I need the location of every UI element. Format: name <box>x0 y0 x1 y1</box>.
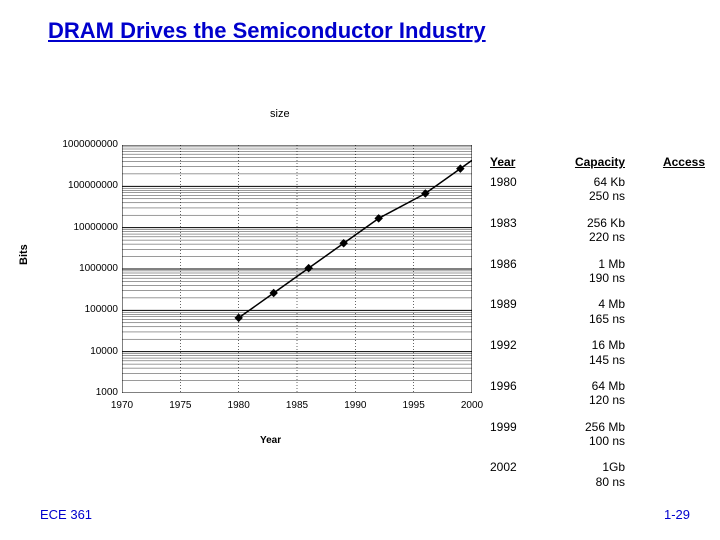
x-tick-label: 1995 <box>399 400 429 411</box>
x-tick-label: 1980 <box>224 400 254 411</box>
cell-capacity: 1Gb80 ns <box>545 460 625 489</box>
table-row: 198064 Kb250 ns <box>490 175 705 204</box>
y-tick-label: 100000 <box>38 304 118 315</box>
cell-access <box>625 460 705 489</box>
x-tick-label: 1970 <box>107 400 137 411</box>
cell-capacity: 64 Mb120 ns <box>545 379 625 408</box>
cell-capacity: 16 Mb145 ns <box>545 338 625 367</box>
cell-access <box>625 297 705 326</box>
cell-year: 2002 <box>490 460 545 489</box>
table-row: 20021Gb80 ns <box>490 460 705 489</box>
cell-capacity: 64 Kb250 ns <box>545 175 625 204</box>
table-body: 198064 Kb250 ns1983256 Kb220 ns19861 Mb1… <box>490 175 705 489</box>
cell-capacity: 256 Kb220 ns <box>545 216 625 245</box>
table-row: 1983256 Kb220 ns <box>490 216 705 245</box>
cell-capacity: 1 Mb190 ns <box>545 257 625 286</box>
footer-course: ECE 361 <box>40 507 92 522</box>
y-tick-label: 10000000 <box>38 222 118 233</box>
y-tick-label: 100000000 <box>38 180 118 191</box>
cell-access <box>625 216 705 245</box>
y-tick-label: 10000 <box>38 346 118 357</box>
page-title: DRAM Drives the Semiconductor Industry <box>48 18 486 44</box>
table-header-row: Year Capacity Access <box>490 155 705 169</box>
x-tick-label: 1985 <box>282 400 312 411</box>
table-row: 19861 Mb190 ns <box>490 257 705 286</box>
x-tick-label: 1990 <box>340 400 370 411</box>
footer-page-number: 1-29 <box>664 507 690 522</box>
table-row: 199216 Mb145 ns <box>490 338 705 367</box>
table-header-capacity: Capacity <box>545 155 625 169</box>
cell-year: 1996 <box>490 379 545 408</box>
cell-year: 1989 <box>490 297 545 326</box>
table-row: 199664 Mb120 ns <box>490 379 705 408</box>
cell-access <box>625 379 705 408</box>
cell-access <box>625 420 705 449</box>
cell-year: 1980 <box>490 175 545 204</box>
table-row: 1999256 Mb100 ns <box>490 420 705 449</box>
y-axis-label: Bits <box>18 244 30 265</box>
cell-access <box>625 257 705 286</box>
x-axis-label: Year <box>260 435 281 446</box>
cell-access <box>625 175 705 204</box>
y-tick-label: 1000000 <box>38 263 118 274</box>
cell-capacity: 4 Mb165 ns <box>545 297 625 326</box>
chart-subtitle: size <box>270 108 290 120</box>
x-tick-label: 2000 <box>457 400 487 411</box>
y-tick-label: 1000000000 <box>38 139 118 150</box>
cell-year: 1983 <box>490 216 545 245</box>
table-header-year: Year <box>490 155 545 169</box>
cell-year: 1986 <box>490 257 545 286</box>
x-tick-label: 1975 <box>165 400 195 411</box>
cell-year: 1992 <box>490 338 545 367</box>
cell-year: 1999 <box>490 420 545 449</box>
cell-capacity: 256 Mb100 ns <box>545 420 625 449</box>
dram-table: Year Capacity Access 198064 Kb250 ns1983… <box>490 155 705 501</box>
y-tick-label: 1000 <box>38 387 118 398</box>
table-row: 19894 Mb165 ns <box>490 297 705 326</box>
table-header-access: Access <box>625 155 705 169</box>
cell-access <box>625 338 705 367</box>
chart-plot <box>122 145 472 393</box>
